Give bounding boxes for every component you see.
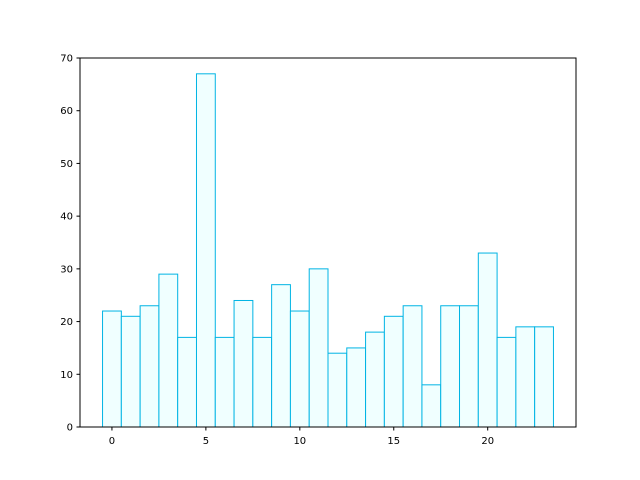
y-tick-label: 20 <box>60 317 73 328</box>
y-tick-label: 70 <box>60 54 73 65</box>
bar <box>195 73 216 428</box>
x-tick-label: 15 <box>387 436 400 447</box>
bar <box>477 252 498 428</box>
axes-frame <box>79 57 577 428</box>
bar <box>346 347 367 428</box>
bar <box>515 326 536 428</box>
x-tick-label: 5 <box>203 436 209 447</box>
bar <box>233 299 254 428</box>
bar <box>496 336 517 428</box>
x-tick-label: 0 <box>109 436 115 447</box>
bar <box>459 305 479 428</box>
bar <box>383 315 404 428</box>
bar <box>289 310 310 428</box>
x-tick-label: 10 <box>293 436 306 447</box>
y-tick-label: 40 <box>60 212 73 223</box>
y-tick-label: 60 <box>60 106 73 117</box>
y-tick-label: 30 <box>60 264 73 275</box>
y-tick-label: 50 <box>60 159 73 170</box>
bar <box>120 315 141 428</box>
bar <box>214 336 235 428</box>
bar <box>365 331 385 428</box>
bar <box>308 268 329 428</box>
bar <box>158 273 179 428</box>
bar <box>102 310 122 428</box>
bar <box>421 384 442 428</box>
bar <box>271 284 291 428</box>
bar <box>252 336 273 428</box>
bar <box>402 305 423 428</box>
y-tick-label: 0 <box>67 423 73 434</box>
x-tick-label: 20 <box>481 436 494 447</box>
bar <box>139 305 160 428</box>
y-tick-label: 10 <box>60 370 73 381</box>
bar <box>327 352 348 428</box>
bar <box>177 336 197 428</box>
bar <box>440 305 461 428</box>
bar <box>534 326 554 428</box>
